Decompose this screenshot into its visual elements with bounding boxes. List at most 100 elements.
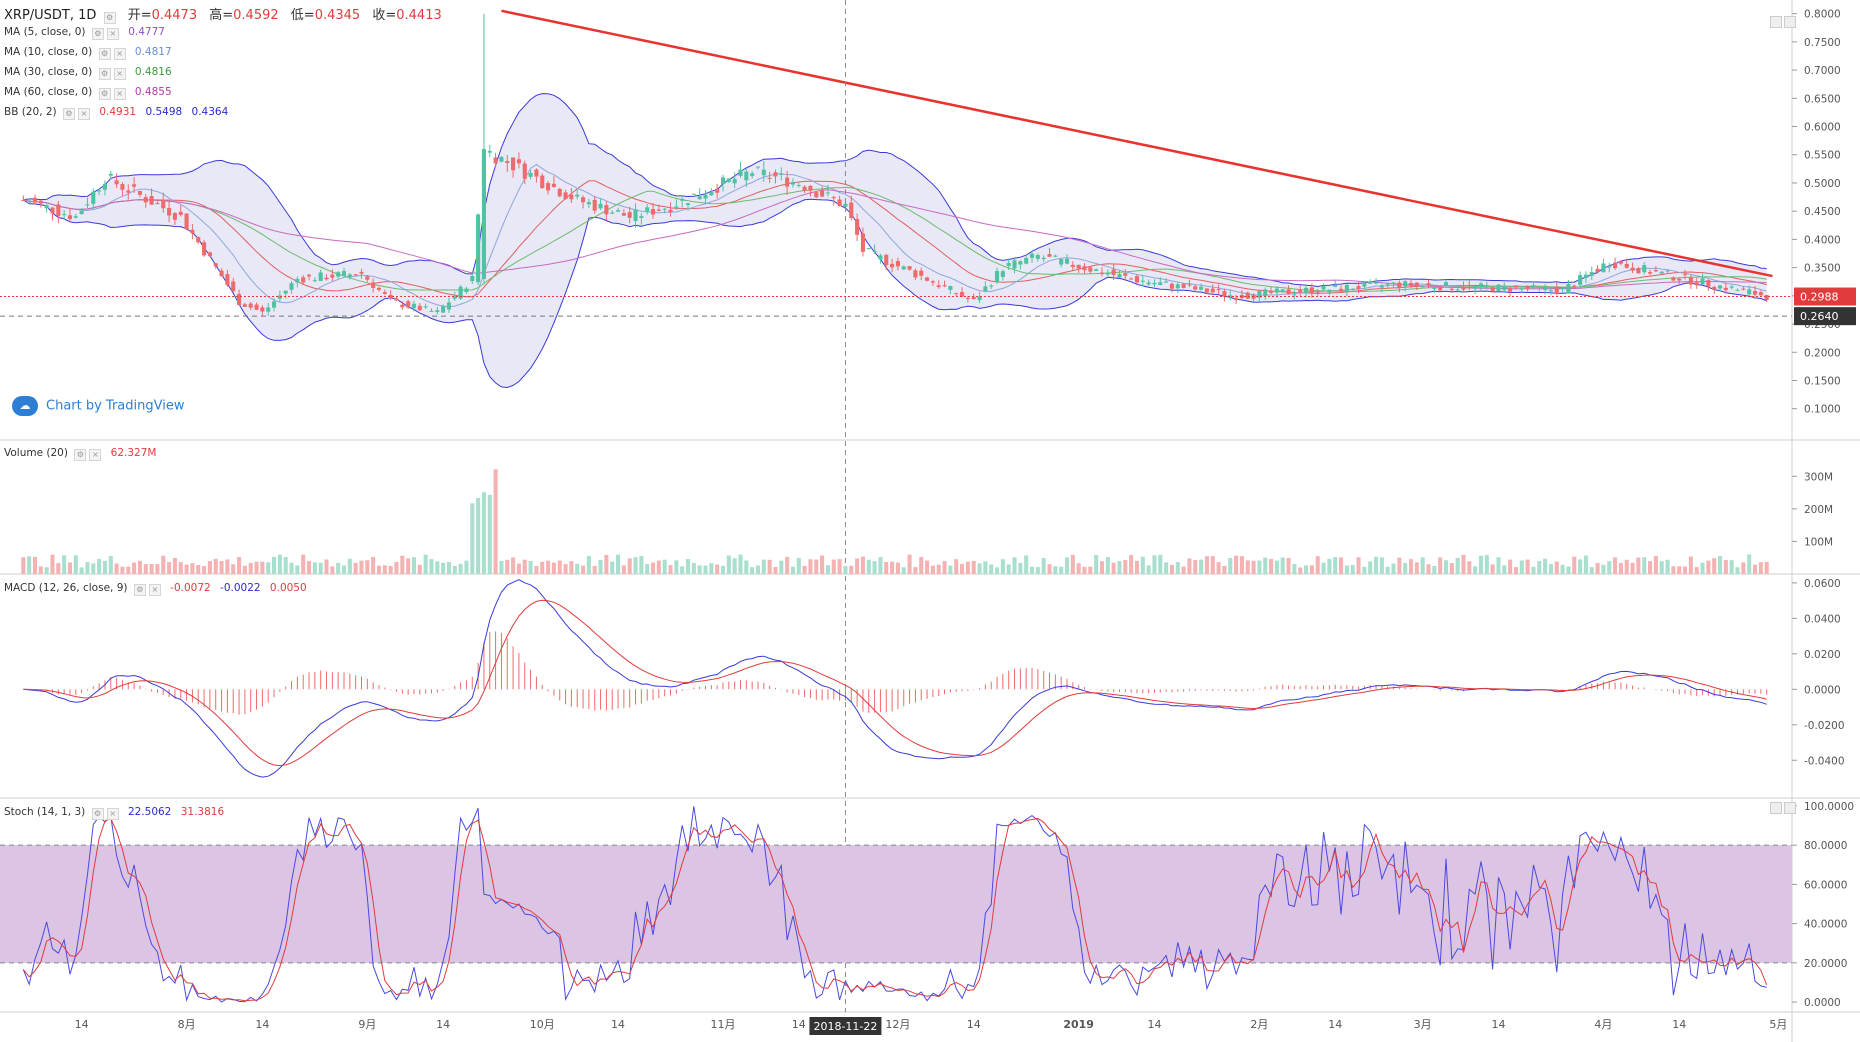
close-icon[interactable]: × xyxy=(113,88,126,100)
volume-bar xyxy=(32,556,38,574)
settings-icon[interactable]: ⚙ xyxy=(63,108,75,120)
candle-body xyxy=(1321,285,1326,290)
candle-body xyxy=(610,212,615,214)
candle-body xyxy=(1717,285,1723,289)
volume-bar xyxy=(1461,554,1466,574)
candle-body xyxy=(1129,278,1134,280)
pane-controls-stoch[interactable] xyxy=(1768,802,1796,817)
candle-body xyxy=(930,281,935,283)
stoch-legend[interactable]: Stoch (14, 1, 3) ⚙ × 22.5062 31.3816 xyxy=(4,806,224,820)
volume-bar xyxy=(534,565,539,574)
volume-bar xyxy=(1385,566,1390,574)
close-icon[interactable]: × xyxy=(148,584,161,596)
candle-body xyxy=(1339,288,1344,292)
volume-bar xyxy=(1000,559,1005,574)
candle-body xyxy=(1735,289,1740,291)
volume-bar xyxy=(1438,557,1443,574)
volume-bar xyxy=(423,554,428,574)
candle-body xyxy=(948,286,953,290)
volume-legend[interactable]: Volume (20) ⚙ × 62.327M xyxy=(4,447,156,461)
volume-bar xyxy=(639,556,644,574)
candle-body xyxy=(172,213,177,220)
close-icon[interactable]: × xyxy=(106,28,119,40)
candle-body xyxy=(1741,288,1746,290)
indicator-bb[interactable]: BB (20, 2) ⚙ × 0.4931 0.5498 0.4364 xyxy=(4,106,228,120)
candle-body xyxy=(1665,270,1670,272)
indicator-ma30[interactable]: MA (30, close, 0) ⚙ × 0.4816 xyxy=(4,66,172,80)
candle-body xyxy=(1601,263,1606,273)
candle-body xyxy=(1000,271,1005,278)
indicator-ma10[interactable]: MA (10, close, 0) ⚙ × 0.4817 xyxy=(4,46,172,60)
candle-body xyxy=(382,292,387,294)
volume-bar xyxy=(825,565,830,574)
volume-bar xyxy=(1735,567,1740,574)
settings-icon[interactable]: ⚙ xyxy=(98,88,111,100)
settings-icon[interactable]: ⚙ xyxy=(103,12,116,24)
volume-bar xyxy=(1169,564,1174,574)
indicator-ma60[interactable]: MA (60, close, 0) ⚙ × 0.4855 xyxy=(4,86,172,100)
volume-bar xyxy=(1047,564,1052,574)
macd-tick-label: 0.0200 xyxy=(1804,649,1841,661)
volume-bar xyxy=(202,565,207,574)
volume-bar xyxy=(586,556,591,574)
candle-body xyxy=(1502,285,1507,291)
close-icon[interactable]: × xyxy=(106,808,119,820)
indicator-name: Stoch (14, 1, 3) xyxy=(4,806,86,818)
indicator-name: BB (20, 2) xyxy=(4,106,57,118)
settings-icon[interactable]: ⚙ xyxy=(74,449,87,461)
volume-bar xyxy=(1216,562,1221,574)
candle-body xyxy=(388,294,393,299)
pane-collapse-icon[interactable] xyxy=(1770,16,1782,28)
close-icon[interactable]: × xyxy=(113,48,126,60)
volume-bar xyxy=(779,560,784,574)
volume-bar xyxy=(1665,559,1670,574)
settings-icon[interactable]: ⚙ xyxy=(133,584,146,596)
high-label: 高= xyxy=(209,8,234,23)
candle-body xyxy=(470,275,475,282)
price-tick-label: 0.3500 xyxy=(1804,263,1841,275)
candle-body xyxy=(1683,274,1688,276)
close-icon[interactable]: × xyxy=(113,68,126,80)
pane-maximize-icon[interactable] xyxy=(1784,16,1796,28)
volume-bar xyxy=(732,558,737,574)
settings-icon[interactable]: ⚙ xyxy=(91,28,104,40)
bollinger-upper-line xyxy=(23,93,1767,288)
settings-icon[interactable]: ⚙ xyxy=(98,48,111,60)
candle-body xyxy=(1286,289,1291,295)
pane-controls-price[interactable] xyxy=(1768,16,1796,31)
volume-bar xyxy=(493,469,498,574)
candle-body xyxy=(586,202,591,205)
macd-legend[interactable]: MACD (12, 26, close, 9) ⚙ × -0.0072 -0.00… xyxy=(4,582,307,596)
tradingview-watermark[interactable]: ☁ Chart by TradingView xyxy=(12,396,184,416)
candle-body xyxy=(790,181,796,185)
candle-body xyxy=(1467,284,1472,286)
candle-body xyxy=(616,210,621,212)
volume-bar xyxy=(347,558,352,574)
indicator-ma5[interactable]: MA (5, close, 0) ⚙ × 0.4777 xyxy=(4,26,165,40)
volume-bar xyxy=(1368,561,1373,574)
candle-body xyxy=(1228,295,1233,298)
volume-bar xyxy=(394,562,399,574)
volume-bar xyxy=(674,560,679,574)
candle-body xyxy=(1438,287,1443,291)
settings-icon[interactable]: ⚙ xyxy=(91,808,104,820)
indicator-name: MA (60, close, 0) xyxy=(4,86,93,98)
candle-body xyxy=(738,169,743,176)
price-axis-bg xyxy=(1792,0,1860,1042)
settings-icon[interactable]: ⚙ xyxy=(98,68,111,80)
volume-bar xyxy=(1508,559,1513,574)
candle-body xyxy=(592,199,597,211)
level-price-label: 0.2640 xyxy=(1800,310,1839,323)
volume-bar xyxy=(56,563,61,574)
candle-body xyxy=(184,213,189,230)
close-icon[interactable]: × xyxy=(89,449,102,461)
close-icon[interactable]: × xyxy=(78,108,90,120)
volume-bar xyxy=(954,559,959,574)
pane-collapse-icon[interactable] xyxy=(1770,802,1782,814)
volume-bar xyxy=(464,560,469,574)
volume-bar xyxy=(1513,567,1519,574)
pane-maximize-icon[interactable] xyxy=(1784,802,1796,814)
candle-body xyxy=(97,190,102,192)
candle-body xyxy=(1169,283,1174,289)
